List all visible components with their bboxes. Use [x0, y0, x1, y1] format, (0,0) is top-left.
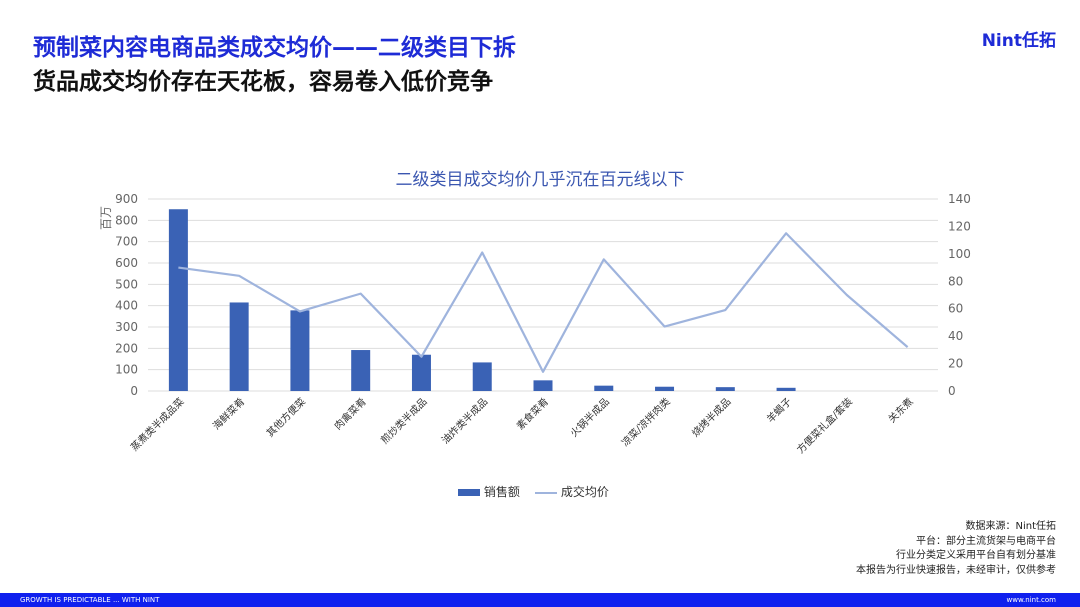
y-right-tick-label: 60	[948, 302, 963, 316]
y-left-tick-label: 600	[115, 256, 138, 270]
legend-label-avg-price: 成交均价	[560, 485, 609, 499]
footer-url[interactable]: www.nint.com	[1006, 596, 1057, 604]
y-left-unit-label: 百万	[99, 206, 113, 230]
x-category-label: 油炸类半成品	[439, 395, 491, 447]
bar-sales	[411, 354, 431, 391]
source-notes: 数据来源：Nint任拓 平台：部分主流货架与电商平台 行业分类定义采用平台自有划…	[856, 520, 1056, 578]
combo-chart: 0 100 200 300 400 500 600 700 800 900 0 20 40 60 80 100…	[99, 192, 971, 456]
chart-title: 二级类目成交均价几乎沉在百元线以下	[395, 170, 685, 190]
bar-sales	[594, 385, 614, 391]
x-category-label: 其他方便菜	[263, 395, 308, 440]
x-category-label: 烧烤半成品	[689, 395, 734, 440]
x-category-label: 蒸煮类半成品菜	[128, 395, 187, 454]
note-line: 行业分类定义采用平台自有划分基准	[896, 550, 1056, 561]
bar-sales	[472, 362, 492, 391]
y-left-tick-label: 500	[115, 277, 138, 291]
bar-sales	[776, 387, 796, 391]
bar-sales	[351, 350, 371, 391]
legend-label-sales: 销售额	[483, 485, 520, 499]
footer-slogan: GROWTH IS PREDICTABLE ... WITH NINT	[20, 596, 160, 604]
y-right-tick-label: 80	[948, 274, 963, 288]
legend-item-avg-price: 成交均价	[535, 483, 609, 500]
x-category-label: 方便菜礼盒/套装	[794, 395, 855, 456]
x-category-label: 羊蝎子	[764, 395, 794, 425]
y-right-tick-label: 0	[948, 384, 956, 398]
x-category-label: 肉禽菜肴	[331, 395, 368, 432]
y-left-tick-label: 700	[115, 235, 138, 249]
note-line: 平台：部分主流货架与电商平台	[916, 535, 1056, 547]
footer-bar: GROWTH IS PREDICTABLE ... WITH NINT www.…	[0, 593, 1080, 607]
x-category-label: 关东煮	[885, 395, 915, 425]
y-left-tick-label: 200	[115, 341, 138, 355]
x-category-label: 火锅半成品	[567, 395, 612, 440]
y-right-tick-label: 20	[948, 357, 963, 371]
legend-item-sales: 销售额	[458, 483, 520, 500]
bar-sales	[290, 310, 310, 391]
legend-swatch-line	[535, 491, 557, 494]
note-line: 本报告为行业快速报告，未经审计，仅供参考	[856, 564, 1056, 576]
line-avg-price	[178, 232, 909, 373]
note-line: 数据来源：Nint任拓	[965, 521, 1056, 532]
x-category-label: 素食菜肴	[514, 395, 551, 432]
x-category-label: 煎炒类半成品	[378, 395, 430, 447]
page-title: 预制菜内容电商品类成交均价——二级类目下拆	[33, 35, 516, 61]
y-left-tick-label: 100	[115, 363, 138, 377]
bar-sales	[655, 386, 675, 391]
x-category-label: 海鲜菜肴	[210, 395, 247, 432]
x-category-label: 凉菜/凉拌肉类	[619, 395, 673, 449]
bar-sales	[715, 387, 735, 391]
y-left-tick-label: 800	[115, 213, 138, 227]
y-left-tick-label: 0	[130, 384, 138, 398]
bar-sales	[168, 209, 188, 391]
legend-swatch-bar	[458, 489, 480, 496]
bar-sales	[229, 302, 249, 391]
y-left-tick-label: 400	[115, 299, 138, 313]
y-right-tick-label: 40	[948, 329, 963, 343]
brand-logo: Nint任拓	[981, 31, 1056, 51]
bar-sales	[533, 380, 553, 391]
y-right-tick-label: 120	[948, 219, 971, 233]
y-left-tick-label: 300	[115, 320, 138, 334]
y-right-tick-label: 140	[948, 192, 971, 206]
page-subtitle: 货品成交均价存在天花板，容易卷入低价竞争	[33, 69, 493, 95]
y-left-tick-label: 900	[115, 192, 138, 206]
y-right-tick-label: 100	[948, 247, 971, 261]
